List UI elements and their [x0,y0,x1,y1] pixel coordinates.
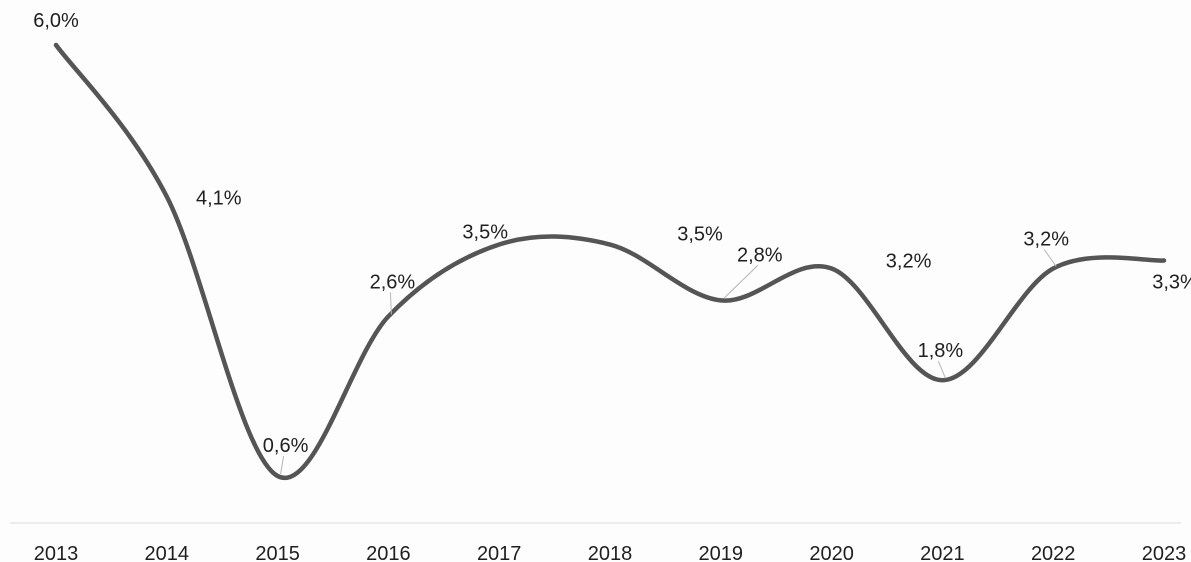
series-line-group [53,42,1167,481]
label-leader-line [937,361,946,379]
x-tick-label-2019: 2019 [699,543,744,562]
x-tick-label-2018: 2018 [588,543,633,562]
x-tick-label-2021: 2021 [920,543,965,562]
data-label-2013: 6,0% [33,10,79,32]
data-label-2019: 2,8% [737,244,783,266]
x-tick-label-2013: 2013 [34,543,79,562]
data-label-2018: 3,5% [677,224,723,246]
data-label-2015: 0,6% [263,435,309,457]
label-leader-group [280,249,1057,475]
data-label-2023: 3,3% [1152,272,1191,294]
data-label-2021: 1,8% [918,340,964,362]
label-leader-line [723,265,759,299]
x-tick-label-2022: 2022 [1031,543,1076,562]
x-tick-label-2017: 2017 [477,543,522,562]
label-leader-line [1043,249,1057,267]
x-tick-label-2016: 2016 [366,543,411,562]
data-label-2020: 3,2% [886,250,932,272]
x-tick-label-2015: 2015 [255,543,300,562]
data-label-group: 6,0% 4,1% 0,6% 2,6% 3,5% 3,5% 2,8% 3,2% 1,8% 3,2%… [33,10,1191,457]
label-leader-line [389,292,392,315]
label-leader-line [280,455,285,475]
data-label-2016: 2,6% [370,271,416,293]
x-tick-label-2014: 2014 [145,543,190,562]
data-label-2022: 3,2% [1023,228,1069,250]
x-axis-tick-labels: 2013 2014 2015 2016 2017 2018 2019 2020 2021 2022… [34,543,1187,562]
data-label-2014: 4,1% [196,188,242,210]
series-line [53,42,1167,481]
data-label-2017: 3,5% [462,222,508,244]
x-tick-label-2023: 2023 [1142,543,1187,562]
x-tick-label-2020: 2020 [809,543,854,562]
